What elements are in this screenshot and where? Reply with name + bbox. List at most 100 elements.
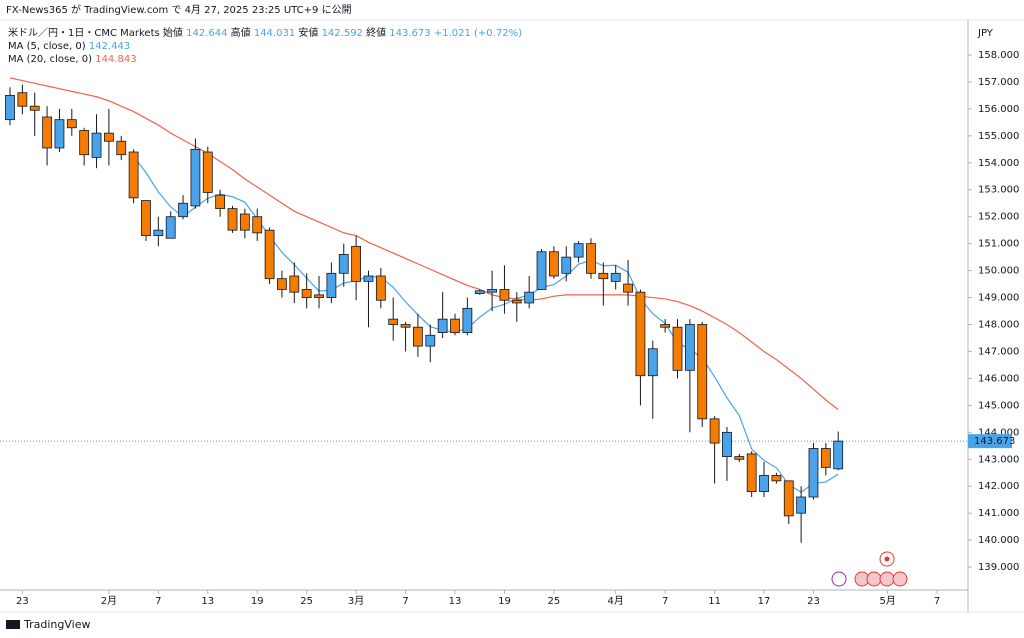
x-tick-label: 17 <box>758 596 771 607</box>
candle <box>425 324 436 363</box>
candle-body <box>511 299 522 304</box>
candle <box>116 135 127 161</box>
candle-body <box>190 148 201 207</box>
candle-body <box>301 289 312 298</box>
candle-body <box>833 440 844 470</box>
x-tick-label: 3月 <box>348 595 364 607</box>
candle <box>42 106 52 166</box>
candle <box>462 297 473 336</box>
candle <box>808 443 819 500</box>
candle-body <box>647 348 658 377</box>
y-tick-label: 145.000 <box>978 400 1019 411</box>
candle <box>684 319 695 433</box>
candle-body <box>548 251 559 277</box>
ohlc-label: 終値 <box>366 26 386 39</box>
x-tick-label: 7 <box>934 596 940 607</box>
candle-body <box>400 324 411 328</box>
event-icon <box>866 571 882 587</box>
y-tick-label: 156.000 <box>978 104 1019 115</box>
candle-body <box>413 326 423 347</box>
candle <box>190 138 201 209</box>
x-tick-label: 19 <box>498 596 511 607</box>
x-tick-label: 7 <box>402 596 408 607</box>
candle <box>511 292 522 322</box>
ma-name: MA (20, close, 0) <box>8 54 92 65</box>
y-tick-label: 151.000 <box>978 239 1019 250</box>
ohlc-value: 144.031 <box>254 28 295 39</box>
candle-body <box>499 289 510 301</box>
ma-line <box>9 77 839 411</box>
y-tick-label: 139.000 <box>978 562 1019 573</box>
candle-body <box>425 334 436 347</box>
x-tick-label: 5月 <box>879 595 895 607</box>
candle-body <box>388 318 399 325</box>
y-tick-label: 141.000 <box>978 508 1019 519</box>
candle-body <box>264 229 275 280</box>
candle-body <box>474 290 485 294</box>
candle-body <box>734 456 745 460</box>
candle-body <box>54 119 65 149</box>
candle <box>647 340 658 419</box>
candle <box>400 321 411 352</box>
candle <box>17 84 28 115</box>
brand-logo <box>6 620 20 629</box>
candle <box>79 127 90 166</box>
candle <box>771 472 782 484</box>
last-price-tag <box>968 434 1012 449</box>
candle <box>573 240 584 263</box>
candle-body <box>338 254 349 274</box>
event-icon <box>892 571 908 587</box>
candle-body <box>709 418 720 444</box>
candle <box>450 313 460 336</box>
candle <box>252 208 263 241</box>
candle-body <box>363 275 374 282</box>
candle <box>351 235 362 301</box>
y-tick-label: 149.000 <box>978 293 1019 304</box>
candle-body <box>623 283 633 293</box>
y-tick-label: 153.000 <box>978 185 1019 196</box>
candle-body <box>598 272 609 280</box>
ohlc-value: 142.644 <box>186 28 227 39</box>
candle-body <box>5 95 15 121</box>
candle <box>833 431 844 471</box>
candle <box>660 319 671 333</box>
y-tick-label: 154.000 <box>978 158 1019 169</box>
candle <box>165 211 176 239</box>
candle <box>128 149 139 204</box>
candle-body <box>808 448 819 498</box>
candle-body <box>116 140 127 156</box>
y-tick-label: 140.000 <box>978 535 1019 546</box>
x-tick-label: 7 <box>662 596 668 607</box>
y-tick-label: 143.000 <box>978 454 1019 465</box>
symbol: 米ドル／円・1日・CMC Markets <box>8 26 160 39</box>
candle <box>301 273 312 309</box>
candle-body <box>29 105 40 111</box>
candle-body <box>586 243 596 274</box>
ma-line <box>133 155 839 493</box>
candle <box>623 259 633 306</box>
ma-legend: MA (5, close, 0) 142.443 <box>8 41 130 52</box>
events <box>831 551 908 587</box>
candle <box>524 275 535 309</box>
candle-body <box>289 275 300 293</box>
ma-name: MA (5, close, 0) <box>8 41 86 52</box>
candle <box>536 249 547 290</box>
candle <box>227 205 238 233</box>
candle-body <box>252 216 263 234</box>
candle-body <box>722 431 732 457</box>
x-tick-label: 23 <box>16 596 29 607</box>
candle-body <box>239 213 250 231</box>
candle-body <box>17 92 28 107</box>
candle-body <box>314 294 324 298</box>
candle <box>759 461 769 498</box>
candle-body <box>487 289 497 293</box>
candle-body <box>215 194 226 210</box>
event-icon <box>879 571 895 587</box>
change: +1.021 (+0.72%) <box>434 28 522 39</box>
candle-body <box>375 275 386 301</box>
candle-body <box>783 480 794 517</box>
x-tick-label: 25 <box>548 596 561 607</box>
candle-body <box>103 132 114 142</box>
ohlc-label: 高値 <box>231 26 251 39</box>
